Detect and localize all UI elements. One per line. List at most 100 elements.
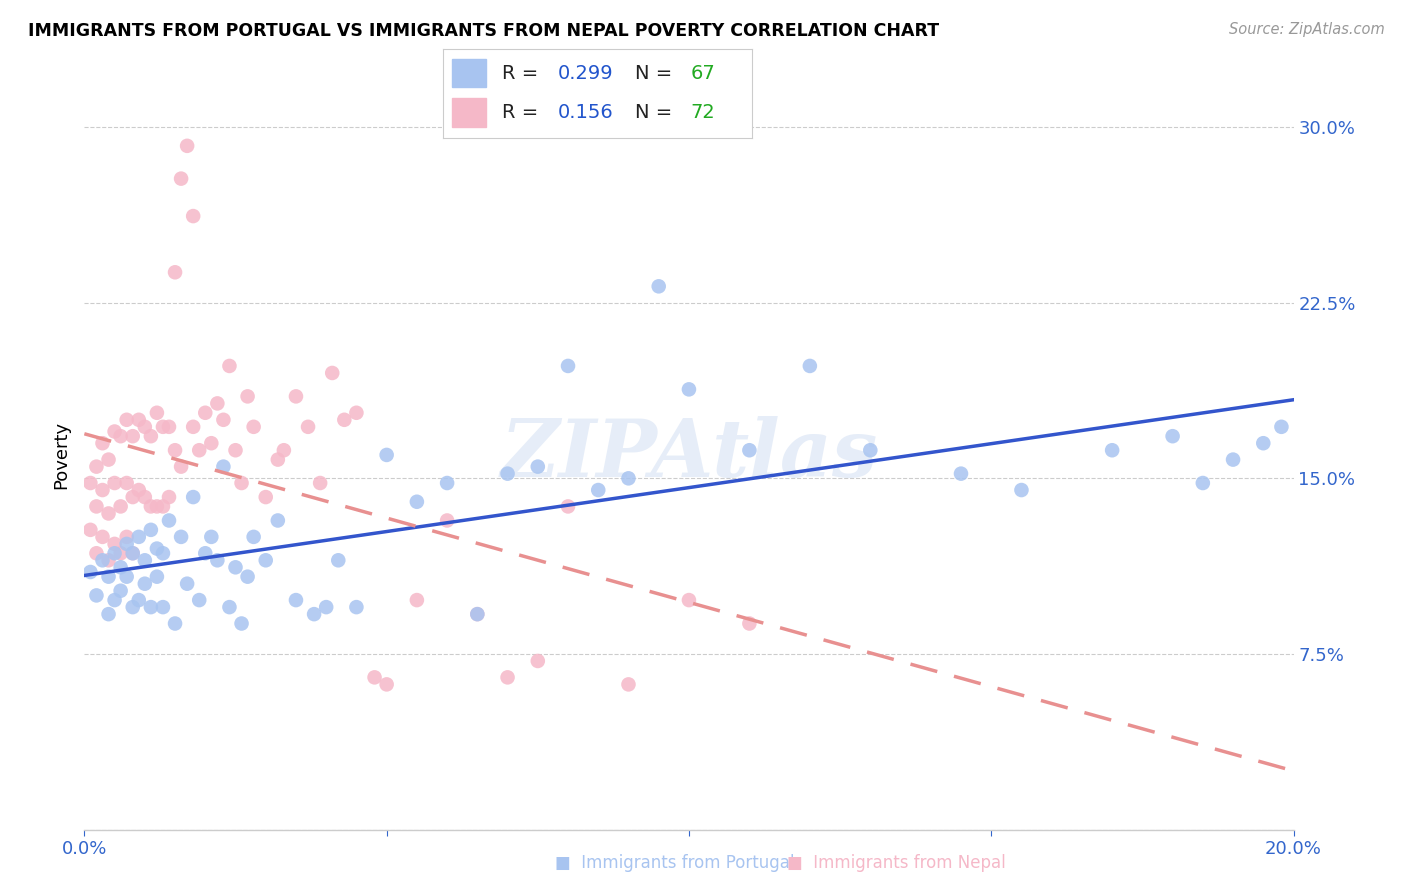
Point — [121, 600, 143, 615]
Point — [678, 593, 700, 607]
Point — [188, 593, 211, 607]
Point — [79, 523, 101, 537]
Point — [188, 443, 211, 458]
Point — [617, 471, 640, 485]
Point — [225, 443, 247, 458]
Point — [97, 553, 120, 567]
Point — [799, 359, 821, 373]
Point — [110, 560, 132, 574]
Point — [128, 530, 150, 544]
Point — [375, 448, 398, 462]
Point — [91, 553, 114, 567]
Point — [97, 452, 120, 467]
Point — [115, 413, 138, 427]
Point — [157, 420, 180, 434]
Point — [328, 553, 350, 567]
Point — [146, 570, 169, 584]
Text: 0.156: 0.156 — [557, 103, 613, 122]
Point — [170, 459, 193, 474]
Point — [121, 429, 143, 443]
Point — [91, 530, 114, 544]
Text: N =: N = — [634, 103, 678, 122]
Text: IMMIGRANTS FROM PORTUGAL VS IMMIGRANTS FROM NEPAL POVERTY CORRELATION CHART: IMMIGRANTS FROM PORTUGAL VS IMMIGRANTS F… — [28, 22, 939, 40]
Point — [170, 171, 193, 186]
Y-axis label: Poverty: Poverty — [52, 421, 70, 489]
Point — [110, 429, 132, 443]
Text: ZIPAtlas: ZIPAtlas — [501, 417, 877, 493]
Point — [86, 500, 108, 514]
Point — [165, 443, 187, 458]
Text: R =: R = — [502, 63, 544, 83]
Point — [496, 467, 519, 481]
Point — [139, 523, 162, 537]
Point — [678, 382, 700, 396]
Point — [231, 616, 253, 631]
Point — [139, 429, 162, 443]
Point — [218, 359, 240, 373]
Point — [1270, 420, 1292, 434]
Point — [297, 420, 319, 434]
Point — [236, 570, 259, 584]
Point — [496, 670, 519, 684]
Point — [527, 459, 550, 474]
Point — [152, 600, 174, 615]
Point — [315, 600, 337, 615]
Point — [1253, 436, 1275, 450]
Point — [104, 546, 127, 560]
Point — [273, 443, 295, 458]
Point — [104, 476, 127, 491]
Point — [86, 546, 108, 560]
Point — [200, 436, 222, 450]
Point — [97, 607, 120, 621]
Point — [321, 366, 343, 380]
Point — [104, 593, 127, 607]
Point — [86, 459, 108, 474]
Point — [950, 467, 973, 481]
Point — [165, 265, 187, 279]
Text: ■  Immigrants from Portugal: ■ Immigrants from Portugal — [555, 855, 794, 872]
Bar — [453, 59, 486, 87]
Point — [236, 389, 259, 403]
Point — [648, 279, 671, 293]
Point — [157, 513, 180, 527]
Point — [134, 553, 156, 567]
Point — [207, 553, 229, 567]
Text: ■  Immigrants from Nepal: ■ Immigrants from Nepal — [787, 855, 1007, 872]
Point — [165, 616, 187, 631]
Point — [134, 420, 156, 434]
Point — [242, 420, 264, 434]
Point — [436, 513, 458, 527]
Point — [231, 476, 253, 491]
Point — [146, 541, 169, 556]
Point — [152, 500, 174, 514]
Point — [181, 420, 204, 434]
Point — [285, 389, 308, 403]
Point — [152, 546, 174, 560]
Point — [91, 483, 114, 497]
Point — [375, 677, 398, 691]
Point — [527, 654, 550, 668]
Point — [121, 546, 143, 560]
Point — [157, 490, 180, 504]
Point — [254, 490, 277, 504]
Point — [436, 476, 458, 491]
Point — [139, 600, 162, 615]
Point — [333, 413, 356, 427]
Point — [146, 406, 169, 420]
Point — [267, 452, 290, 467]
Point — [588, 483, 610, 497]
Point — [1011, 483, 1033, 497]
Point — [110, 546, 132, 560]
Point — [557, 500, 579, 514]
Point — [363, 670, 385, 684]
Point — [79, 565, 101, 579]
Point — [200, 530, 222, 544]
Point — [1101, 443, 1123, 458]
Point — [146, 500, 169, 514]
Text: 67: 67 — [690, 63, 716, 83]
Point — [128, 593, 150, 607]
Point — [79, 476, 101, 491]
Point — [152, 420, 174, 434]
Point — [176, 576, 198, 591]
Point — [194, 546, 217, 560]
